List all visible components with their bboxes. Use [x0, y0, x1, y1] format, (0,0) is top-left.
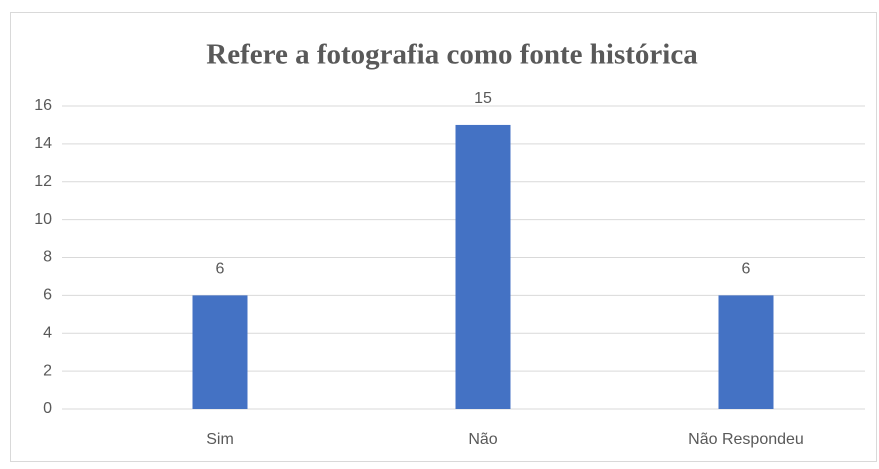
- y-tick-label: 6: [43, 287, 52, 304]
- data-label: 15: [474, 90, 492, 107]
- y-tick-label: 12: [34, 173, 52, 190]
- y-tick-label: 4: [43, 324, 52, 341]
- chart-title: Refere a fotografia como fonte histórica: [206, 39, 698, 71]
- bar: [455, 124, 511, 409]
- x-tick-label: Não Respondeu: [688, 431, 804, 448]
- bar: [192, 295, 248, 409]
- y-tick-label: 8: [43, 249, 52, 266]
- x-tick-label: Não: [468, 431, 497, 448]
- y-tick-label: 0: [43, 400, 52, 417]
- y-tick-label: 14: [34, 135, 52, 152]
- bar: [718, 295, 774, 409]
- y-tick-label: 2: [43, 362, 52, 379]
- data-label: 6: [742, 261, 751, 278]
- x-tick-label: Sim: [206, 431, 234, 448]
- y-tick-label: 16: [34, 97, 52, 114]
- y-tick-label: 10: [34, 211, 52, 228]
- data-label: 6: [216, 261, 225, 278]
